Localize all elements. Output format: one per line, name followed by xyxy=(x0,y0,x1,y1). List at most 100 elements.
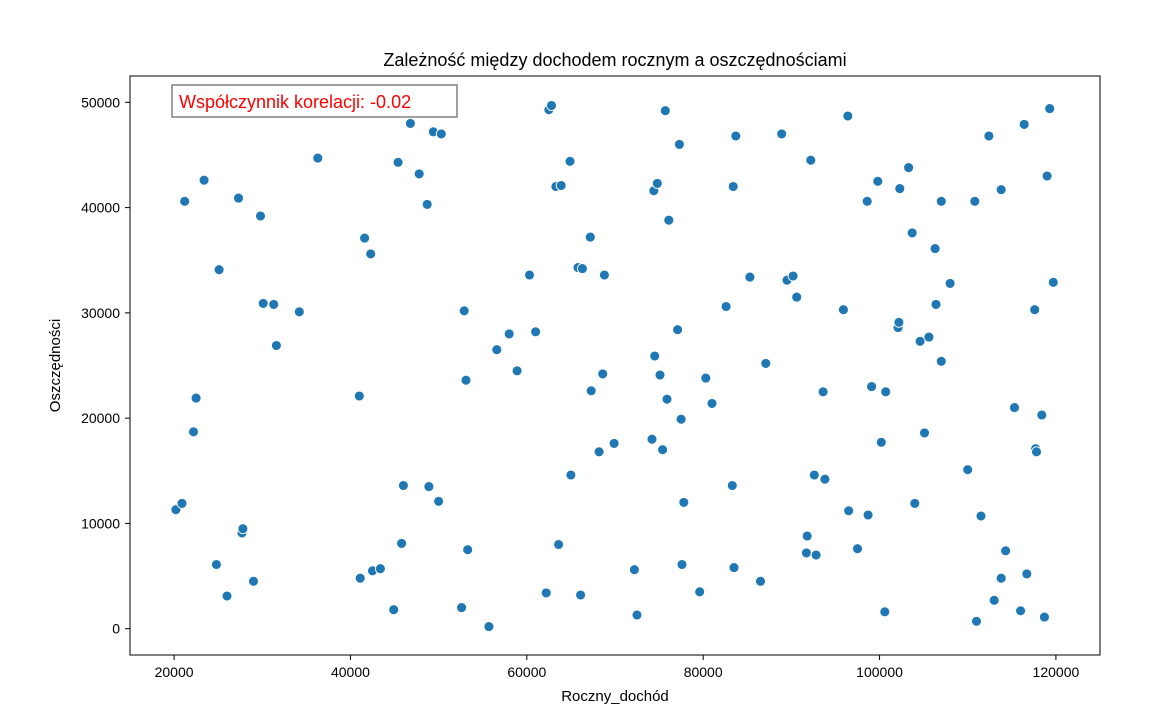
data-point xyxy=(631,609,643,621)
y-tick-label: 30000 xyxy=(81,305,120,321)
y-tick-label: 10000 xyxy=(81,515,120,531)
data-point xyxy=(1047,276,1059,288)
data-point xyxy=(875,436,887,448)
data-point xyxy=(1021,568,1033,580)
data-point xyxy=(213,264,225,276)
data-point xyxy=(1015,605,1027,617)
data-point xyxy=(540,587,552,599)
data-point xyxy=(312,152,324,164)
data-point xyxy=(837,304,849,316)
data-point xyxy=(359,232,371,244)
data-point xyxy=(995,184,1007,196)
data-point xyxy=(862,509,874,521)
data-point xyxy=(553,539,565,550)
data-point xyxy=(565,469,577,481)
data-point xyxy=(700,372,712,384)
data-point xyxy=(744,271,756,283)
data-point xyxy=(585,385,597,397)
data-point xyxy=(843,505,855,517)
data-points xyxy=(170,100,1059,633)
data-point xyxy=(179,195,191,207)
data-point xyxy=(1018,118,1030,130)
data-point xyxy=(654,369,666,381)
data-point xyxy=(678,496,690,508)
data-point xyxy=(524,269,535,281)
data-point xyxy=(929,243,941,255)
data-point xyxy=(909,497,921,509)
correlation-annotation: Współczynnik korelacji: -0.02 xyxy=(171,84,458,118)
x-tick-label: 80000 xyxy=(684,664,723,680)
annotation-text: Współczynnik korelacji: -0.02 xyxy=(179,92,411,112)
data-point xyxy=(657,444,669,456)
y-tick-label: 50000 xyxy=(81,94,120,110)
data-point xyxy=(413,168,425,180)
data-point xyxy=(374,563,386,575)
data-point xyxy=(995,572,1007,584)
data-point xyxy=(511,365,523,377)
data-point xyxy=(503,328,515,340)
data-point xyxy=(608,437,620,449)
data-point xyxy=(1041,170,1053,182)
data-point xyxy=(810,549,822,561)
data-point xyxy=(1044,103,1056,115)
data-point xyxy=(673,138,685,150)
annotation-box xyxy=(171,84,458,118)
data-point xyxy=(198,174,210,186)
data-point xyxy=(270,340,282,351)
data-point xyxy=(396,537,408,549)
data-point xyxy=(919,427,930,439)
y-axis-ticks: 0 10000 20000 30000 40000 50000 xyxy=(81,94,130,637)
data-point xyxy=(727,181,739,192)
data-point xyxy=(354,572,366,584)
data-point xyxy=(726,480,738,491)
data-point xyxy=(564,155,576,167)
x-tick-label: 40000 xyxy=(331,664,370,680)
data-point xyxy=(546,100,557,111)
data-point xyxy=(597,368,609,380)
data-point xyxy=(728,562,740,574)
data-point xyxy=(983,130,995,142)
data-point xyxy=(659,105,671,117)
data-point xyxy=(176,497,188,509)
data-point xyxy=(1038,611,1050,623)
data-point xyxy=(433,495,445,507)
data-point xyxy=(706,397,718,409)
y-tick-label: 0 xyxy=(112,621,120,637)
data-point xyxy=(365,248,377,260)
data-point xyxy=(248,575,259,587)
data-point xyxy=(255,210,266,222)
data-point xyxy=(935,195,947,207)
data-point xyxy=(598,269,610,281)
data-point xyxy=(817,386,829,398)
data-point xyxy=(944,277,956,289)
data-point xyxy=(1009,402,1020,414)
data-point xyxy=(483,621,495,633)
data-point xyxy=(649,350,661,362)
data-point xyxy=(880,386,892,398)
data-point xyxy=(894,183,906,195)
y-axis-title: Oszczędności xyxy=(47,319,64,412)
data-point xyxy=(971,615,982,627)
data-point xyxy=(808,469,820,481)
data-point xyxy=(893,316,905,328)
data-point xyxy=(676,559,688,570)
data-point xyxy=(1036,409,1048,421)
data-point xyxy=(1000,545,1012,557)
data-point xyxy=(233,192,244,204)
data-point xyxy=(988,594,1000,606)
data-point xyxy=(397,480,409,491)
data-point xyxy=(257,297,269,309)
x-tick-label: 120000 xyxy=(1033,664,1080,680)
data-point xyxy=(852,543,863,555)
data-point xyxy=(392,156,404,168)
data-point xyxy=(872,175,884,187)
data-point xyxy=(969,195,981,207)
data-point xyxy=(584,231,596,243)
data-point xyxy=(730,130,742,142)
x-tick-label: 100000 xyxy=(856,664,903,680)
data-point xyxy=(646,433,658,445)
y-tick-label: 40000 xyxy=(81,200,120,216)
data-point xyxy=(755,575,766,587)
data-point xyxy=(268,298,280,310)
